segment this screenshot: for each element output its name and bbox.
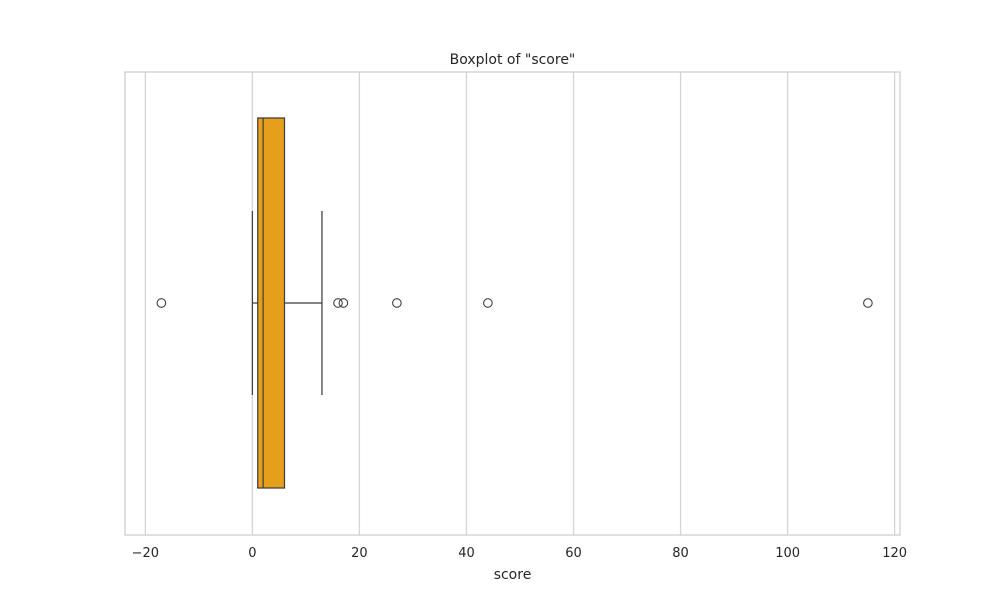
chart-title: Boxplot of "score" [450,52,576,68]
x-tick-label: 20 [351,546,368,561]
outlier-point [863,298,873,308]
x-tick-label: 0 [248,546,256,561]
outlier-layer [156,298,873,308]
x-axis-label: score [494,567,532,583]
outlier-point [392,298,402,308]
outlier-point [156,298,167,308]
outlier-point [483,298,493,308]
outlier-point [338,298,349,308]
plot-frame [124,71,901,536]
x-tick-label: 100 [775,546,800,561]
grid-layer [144,72,896,535]
x-tick-label: 40 [458,546,475,561]
x-tick-label: −20 [132,546,159,561]
box-layer [251,117,323,489]
x-tick-label: 120 [882,546,907,561]
x-tick-label: 60 [565,546,582,561]
iqr-box [257,117,286,489]
x-axis-ticks: −20 0 20 40 60 80 100 120 [132,546,907,561]
outlier-point [333,298,343,308]
x-tick-label: 80 [672,546,689,561]
